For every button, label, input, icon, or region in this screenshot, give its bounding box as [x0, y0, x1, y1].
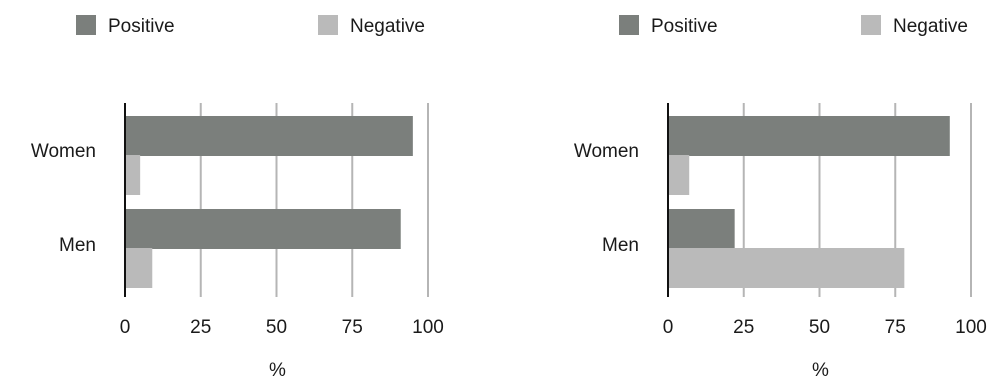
x-tick-label: 75: [342, 317, 363, 338]
x-tick-label: 25: [733, 317, 754, 338]
bar-women-negative: [668, 155, 690, 195]
legend-swatch-positive: [76, 15, 96, 35]
bar-men-positive: [125, 209, 401, 249]
x-axis-title: %: [812, 360, 829, 381]
bar-women-positive: [125, 116, 413, 156]
chart-1: Positive Negative Women Men 0 25 50 75 100%: [31, 15, 444, 381]
bar-men-positive: [668, 209, 735, 249]
legend-swatch-negative: [318, 15, 338, 35]
legend: Positive Negative: [76, 15, 425, 37]
x-tick-label: 0: [120, 317, 131, 338]
x-tick-label: 100: [412, 317, 444, 338]
category-label-women: Women: [574, 141, 639, 162]
category-label-men: Men: [602, 235, 639, 256]
category-label-women: Women: [31, 141, 96, 162]
legend-swatch-positive: [619, 15, 639, 35]
legend: Positive Negative: [619, 15, 968, 37]
x-tick-label: 50: [809, 317, 830, 338]
category-label-men: Men: [59, 235, 96, 256]
legend-label-positive: Positive: [651, 16, 718, 37]
chart-2: Positive Negative Women Men 0 25 50 75 100%: [574, 15, 987, 381]
x-tick-label: 50: [266, 317, 287, 338]
x-tick-label: 25: [190, 317, 211, 338]
bar-women-negative: [125, 155, 141, 195]
x-tick-label: 100: [955, 317, 987, 338]
legend-label-negative: Negative: [350, 16, 425, 37]
legend-label-positive: Positive: [108, 16, 175, 37]
bar-women-positive: [668, 116, 950, 156]
x-axis-title: %: [269, 360, 286, 381]
x-tick-label: 75: [885, 317, 906, 338]
legend-label-negative: Negative: [893, 16, 968, 37]
bar-men-negative: [125, 248, 153, 288]
legend-swatch-negative: [861, 15, 881, 35]
bar-men-negative: [668, 248, 905, 288]
x-tick-label: 0: [663, 317, 674, 338]
